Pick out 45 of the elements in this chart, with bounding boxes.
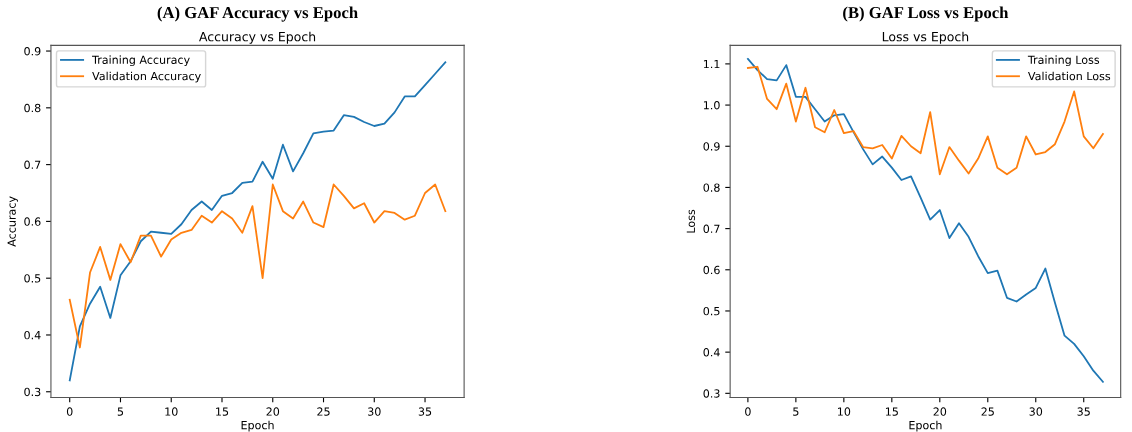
y-tick-label: 0.9 <box>24 47 41 56</box>
y-tick-label: 0.8 <box>703 183 720 192</box>
y-axis-title: Loss <box>686 209 696 233</box>
x-tick-label: 25 <box>981 407 994 416</box>
y-axis-title: Accuracy <box>7 196 18 247</box>
x-tick-label: 10 <box>838 407 851 416</box>
y-tick-label: 0.9 <box>703 142 720 151</box>
legend-label: Validation Loss <box>1028 71 1111 81</box>
x-tick-label: 20 <box>266 407 280 416</box>
y-tick-label: 0.6 <box>703 265 720 275</box>
y-tick-label: 0.7 <box>703 224 720 233</box>
x-tick-label: 0 <box>745 407 751 416</box>
x-tick-label: 30 <box>1029 407 1043 416</box>
legend-label: Training Accuracy <box>92 55 190 67</box>
x-tick-label: 15 <box>885 407 898 416</box>
x-tick-label: 10 <box>165 407 178 416</box>
y-tick-label: 0.6 <box>24 217 41 226</box>
x-tick-label: 25 <box>317 407 330 416</box>
y-tick-label: 0.3 <box>703 389 720 398</box>
chart-title: (B) GAF Loss vs Epoch <box>843 6 1009 22</box>
x-tick-label: 15 <box>216 407 229 416</box>
y-tick-label: 0.3 <box>24 387 41 397</box>
line-series <box>68 183 447 349</box>
y-tick-label: 0.8 <box>24 103 41 113</box>
x-tick-label: 35 <box>418 407 432 416</box>
x-tick-label: 20 <box>933 407 947 416</box>
y-tick-label: 0.4 <box>24 330 41 340</box>
chart-subtitle: Loss vs Epoch <box>882 31 969 44</box>
legend-label: Validation Accuracy <box>92 71 201 83</box>
legend-label: Training Loss <box>1027 55 1100 67</box>
x-axis-title: Epoch <box>909 420 942 432</box>
x-tick-label: 0 <box>66 407 73 416</box>
y-tick-label: 0.5 <box>24 274 41 283</box>
x-axis-title: Epoch <box>241 420 274 432</box>
x-tick-label: 35 <box>1077 407 1090 416</box>
x-tick-label: 5 <box>793 407 799 416</box>
x-tick-label: 5 <box>117 407 124 416</box>
chart-subtitle: Accuracy vs Epoch <box>199 31 316 44</box>
y-tick-label: 0.7 <box>24 160 41 169</box>
y-tick-label: 0.4 <box>703 348 720 357</box>
y-tick-label: 1.0 <box>703 101 720 110</box>
y-tick-label: 0.5 <box>703 306 720 316</box>
x-tick-label: 30 <box>368 407 381 416</box>
y-tick-label: 1.1 <box>703 60 720 69</box>
chart-title: (A) GAF Accuracy vs Epoch <box>157 6 358 22</box>
